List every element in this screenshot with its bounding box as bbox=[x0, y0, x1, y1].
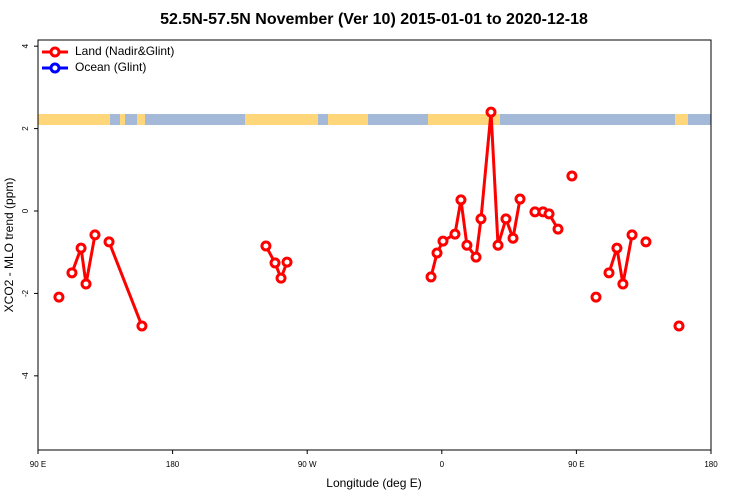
data-point bbox=[66, 267, 78, 279]
data-point bbox=[269, 257, 281, 269]
data-point bbox=[75, 242, 87, 254]
ocean-strip bbox=[318, 114, 328, 125]
data-line bbox=[70, 234, 97, 285]
x-tick-label: 90 E bbox=[568, 460, 584, 469]
data-point bbox=[260, 240, 272, 252]
x-tick-label: 180 bbox=[704, 460, 718, 469]
data-point bbox=[437, 235, 449, 247]
data-point bbox=[275, 272, 287, 284]
ocean-strip bbox=[368, 114, 428, 125]
data-line bbox=[264, 245, 289, 283]
data-point bbox=[431, 247, 443, 259]
legend-marker bbox=[49, 62, 61, 74]
data-point bbox=[461, 239, 473, 251]
x-tick-label: 180 bbox=[166, 460, 180, 469]
x-axis-label: Longitude (deg E) bbox=[326, 476, 421, 490]
y-tick-label: -2 bbox=[21, 289, 30, 297]
data-point bbox=[281, 256, 293, 268]
data-point bbox=[475, 213, 487, 225]
data-point bbox=[80, 278, 92, 290]
data-point bbox=[449, 228, 461, 240]
legend-label: Ocean (Glint) bbox=[75, 60, 146, 74]
data-point bbox=[103, 236, 115, 248]
ocean-strip bbox=[688, 114, 711, 125]
ocean-strip bbox=[145, 114, 245, 125]
data-point bbox=[53, 291, 65, 303]
data-point bbox=[640, 236, 652, 248]
data-point bbox=[492, 239, 504, 251]
data-point bbox=[507, 232, 519, 244]
y-tick-label: -4 bbox=[21, 372, 30, 380]
y-tick-label: 2 bbox=[21, 126, 30, 131]
chart-title: 52.5N-57.5N November (Ver 10) 2015-01-01… bbox=[160, 11, 588, 28]
data-point bbox=[136, 320, 148, 332]
land-ocean-strip bbox=[38, 114, 711, 125]
data-point bbox=[552, 223, 564, 235]
data-point bbox=[485, 106, 497, 118]
data-point bbox=[566, 170, 578, 182]
data-point bbox=[617, 278, 629, 290]
y-tick-label: 0 bbox=[21, 208, 30, 213]
data-point bbox=[626, 229, 638, 241]
data-point bbox=[89, 229, 101, 241]
data-point bbox=[455, 194, 467, 206]
legend-marker bbox=[49, 46, 61, 58]
data-point bbox=[500, 213, 512, 225]
data-point bbox=[543, 208, 555, 220]
data-line bbox=[107, 241, 144, 327]
data-point bbox=[673, 320, 685, 332]
legend-label: Land (Nadir&Glint) bbox=[75, 44, 174, 58]
data-point bbox=[603, 267, 615, 279]
x-tick-label: 0 bbox=[440, 460, 445, 469]
data-point bbox=[470, 251, 482, 263]
y-axis-label: XCO2 - MLO trend (ppm) bbox=[2, 178, 16, 313]
ocean-strip bbox=[110, 114, 120, 125]
y-tick-label: 4 bbox=[21, 43, 30, 48]
plot-frame bbox=[37, 39, 712, 451]
data-line bbox=[607, 234, 634, 285]
data-point bbox=[611, 242, 623, 254]
ocean-strip bbox=[125, 114, 137, 125]
data-point bbox=[425, 271, 437, 283]
x-tick-label: 90 W bbox=[298, 460, 317, 469]
ocean-strip bbox=[500, 114, 675, 125]
data-point bbox=[514, 193, 526, 205]
data-point bbox=[590, 291, 602, 303]
x-tick-label: 90 E bbox=[30, 460, 46, 469]
